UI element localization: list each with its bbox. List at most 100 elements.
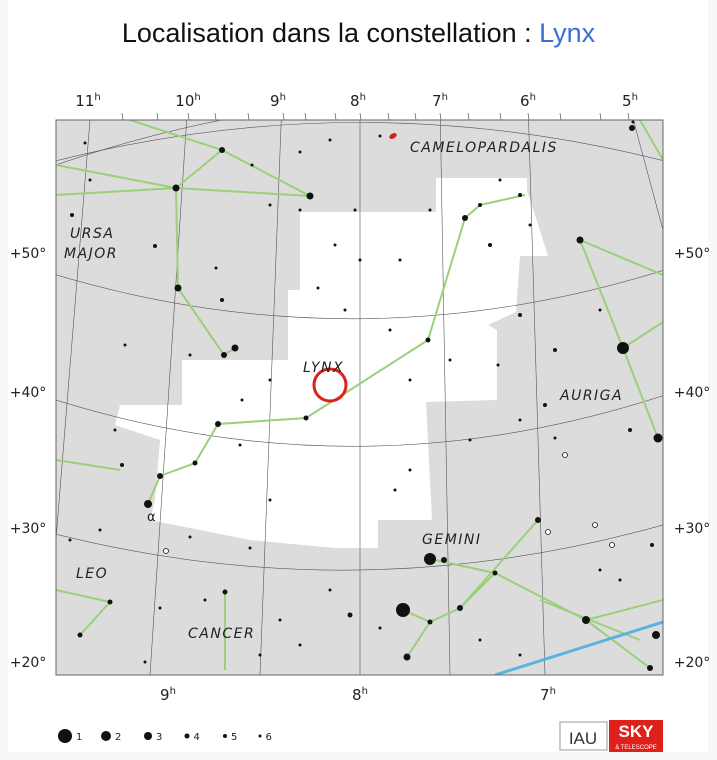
- star: [188, 535, 192, 539]
- boundary-line: [56, 120, 663, 166]
- ra-gridline: [149, 120, 187, 675]
- star: [347, 612, 353, 618]
- magnitude-label: 6: [266, 732, 272, 743]
- ra-label-bottom: 8h: [352, 686, 368, 704]
- magnitude-label: 4: [194, 732, 200, 743]
- ra-label-top: 5h: [622, 92, 638, 110]
- star: [478, 638, 482, 642]
- dec-gridline: [56, 524, 663, 571]
- magnitude-label: 1: [76, 732, 82, 743]
- ra-label-top: 8h: [350, 92, 366, 110]
- star: [144, 500, 152, 508]
- star: [496, 363, 500, 367]
- star: [492, 570, 498, 576]
- map-border: [55, 119, 664, 676]
- star: [113, 428, 117, 432]
- star: [158, 606, 162, 610]
- star: [298, 643, 302, 647]
- star: [629, 125, 635, 131]
- svg-text:IAU: IAU: [569, 729, 597, 748]
- magnitude-label: 2: [115, 732, 121, 743]
- label-cancer: CANCER: [188, 626, 255, 642]
- ra-tick: [599, 112, 602, 121]
- star: [378, 134, 382, 138]
- ra-label-bottom: 9h: [160, 686, 176, 704]
- magnitude-label: 3: [156, 732, 162, 743]
- svg-text:& TELESCOPE: & TELESCOPE: [615, 745, 657, 751]
- star: [188, 353, 192, 357]
- star: [328, 138, 332, 142]
- lynx-link[interactable]: Lynx: [539, 18, 596, 48]
- star: [388, 328, 392, 332]
- star: [333, 243, 337, 247]
- constellation-line: [579, 239, 663, 276]
- star: [488, 243, 492, 247]
- star: [88, 178, 92, 182]
- star: [157, 473, 163, 479]
- star: [598, 568, 602, 572]
- ra-gridline: [528, 120, 546, 675]
- variable-star: [545, 529, 551, 535]
- star: [268, 498, 272, 502]
- star: [298, 208, 302, 212]
- magnitude-label: 5: [231, 732, 237, 743]
- star: [221, 352, 227, 358]
- ra-tick: [467, 112, 470, 121]
- magnitude-symbol: [258, 734, 262, 738]
- ra-tick: [247, 112, 250, 121]
- label-gemini: GEMINI: [422, 532, 482, 548]
- star: [535, 517, 541, 523]
- sky-telescope-logo: SKY & TELESCOPE: [609, 720, 663, 752]
- star: [396, 603, 410, 617]
- ra-label-top: 11h: [75, 92, 100, 110]
- star: [424, 553, 436, 565]
- ra-tick: [156, 112, 159, 121]
- magnitude-symbol: [144, 732, 152, 740]
- dec-gridline: [56, 395, 663, 447]
- star: [448, 358, 452, 362]
- star: [248, 546, 252, 550]
- star: [328, 588, 332, 592]
- star: [153, 244, 157, 248]
- star: [393, 488, 397, 492]
- ra-label-top: 9h: [270, 92, 286, 110]
- star: [403, 653, 411, 661]
- magnitude-symbol: [58, 729, 72, 743]
- ra-gridline: [259, 120, 282, 675]
- label-major: MAJOR: [64, 246, 118, 262]
- star: [528, 223, 532, 227]
- star: [143, 660, 147, 664]
- star: [98, 528, 102, 532]
- constellation-line: [622, 321, 663, 349]
- star: [408, 468, 412, 472]
- ra-label-top: 6h: [520, 92, 536, 110]
- ra-tick: [334, 112, 337, 121]
- dec-label-right: +50°: [674, 246, 711, 262]
- star: [518, 418, 522, 422]
- ra-gridline: [56, 120, 91, 544]
- star: [653, 433, 663, 443]
- dec-gridline: [56, 122, 663, 162]
- ra-tick: [187, 112, 190, 121]
- constellation-line: [402, 519, 539, 624]
- ra-gridline: [440, 120, 451, 675]
- dec-label-left: +50°: [10, 246, 47, 262]
- constellation-line: [429, 558, 651, 669]
- ra-label-top: 7h: [432, 92, 448, 110]
- star: [278, 618, 282, 622]
- location-marker[interactable]: [312, 367, 348, 403]
- constellation-line: [639, 120, 663, 161]
- star: [576, 236, 584, 244]
- variable-star: [562, 452, 568, 458]
- star: [582, 616, 590, 624]
- dec-gridline: [56, 270, 663, 320]
- star: [408, 378, 412, 382]
- star: [478, 203, 482, 207]
- iau-logo: IAU: [559, 721, 608, 751]
- star: [553, 348, 557, 352]
- constellation-line: [406, 621, 431, 658]
- ra-tick: [439, 112, 442, 121]
- constellation-line: [147, 194, 526, 505]
- constellation-line: [459, 572, 496, 609]
- dec-label-right: +20°: [674, 655, 711, 671]
